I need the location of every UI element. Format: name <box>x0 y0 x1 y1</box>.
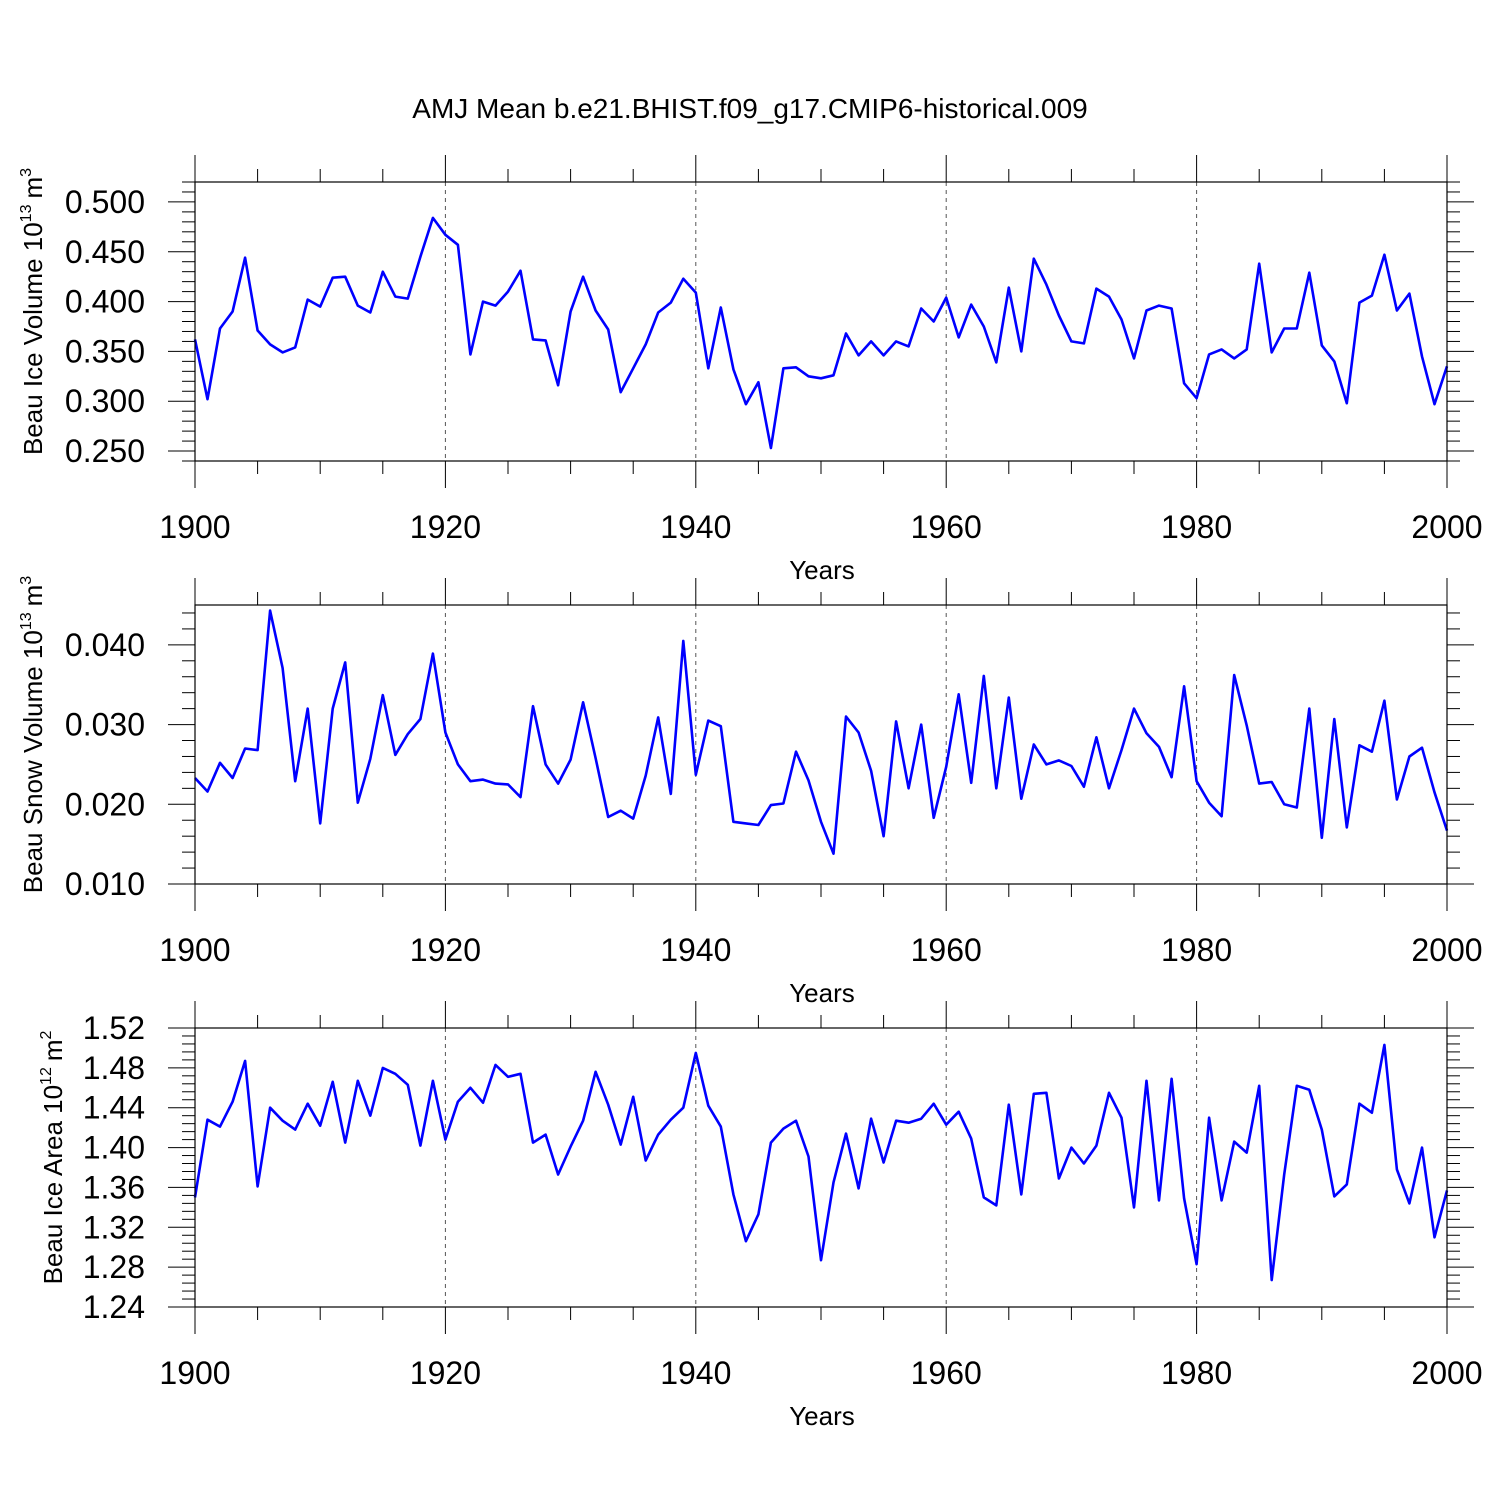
y-tick-label: 0.450 <box>65 234 145 270</box>
y-tick-label: 1.44 <box>83 1090 145 1126</box>
x-tick-label: 1980 <box>1161 509 1232 545</box>
y-axis-label-text: Beau Ice Area 10 <box>38 1085 68 1284</box>
y-tick-label: 1.28 <box>83 1249 145 1285</box>
series-line-snow-volume <box>194 609 1449 856</box>
x-tick-label: 1960 <box>911 932 982 968</box>
x-tick-label: 1920 <box>410 932 481 968</box>
x-tick-label: 2000 <box>1411 932 1482 968</box>
x-tick-label: 1920 <box>410 509 481 545</box>
y-axis-label-text: Beau Ice Volume 10 <box>18 222 48 455</box>
series-line-ice-area <box>193 1043 1449 1282</box>
x-axis-label: Years <box>789 1401 855 1431</box>
y-axis-label-unit: m <box>38 1039 68 1061</box>
x-tick-label: 1920 <box>410 1355 481 1391</box>
y-tick-label: 1.52 <box>83 1010 145 1046</box>
y-tick-label: 1.48 <box>83 1050 145 1086</box>
x-tick-label: 1960 <box>911 1355 982 1391</box>
y-tick-label: 0.350 <box>65 333 145 369</box>
y-axis-label-unit: m <box>18 585 48 607</box>
y-tick-label: 1.24 <box>83 1289 145 1325</box>
x-tick-label: 1940 <box>660 932 731 968</box>
y-axis-label-unit-exponent: 3 <box>18 168 35 177</box>
x-tick-label: 1940 <box>660 509 731 545</box>
plot-frame <box>194 181 1448 462</box>
panels: 0.250 0.300 0.350 0.400 0.450 0.500 1900 1920 19… <box>18 155 1483 1431</box>
x-tick-label: 1980 <box>1161 932 1232 968</box>
y-tick-label: 0.020 <box>65 786 145 822</box>
x-tick-label: 2000 <box>1411 1355 1482 1391</box>
panel-ice-volume: 0.250 0.300 0.350 0.400 0.450 0.500 1900 1920 19… <box>18 155 1483 585</box>
x-tick-label: 1980 <box>1161 1355 1232 1391</box>
y-tick-label: 0.400 <box>65 284 145 320</box>
x-tick-label: 1900 <box>159 932 230 968</box>
series-line-ice-volume <box>193 216 1449 450</box>
y-tick-label: 0.250 <box>65 433 145 469</box>
y-axis-label-unit-exponent: 2 <box>38 1030 55 1039</box>
plot-frame <box>194 1027 1448 1308</box>
y-tick-label: 0.030 <box>65 707 145 743</box>
x-axis-label: Years <box>789 978 855 1008</box>
chart-title: AMJ Mean b.e21.BHIST.f09_g17.CMIP6-histo… <box>412 93 1087 124</box>
y-tick-label: 0.300 <box>65 383 145 419</box>
x-tick-label: 1900 <box>159 1355 230 1391</box>
y-axis-label-exponent: 12 <box>38 1067 55 1085</box>
x-tick-label: 1960 <box>911 509 982 545</box>
y-axis-label: Beau Snow Volume 1013 m3 <box>18 576 48 894</box>
y-axis-label-exponent: 13 <box>18 612 35 630</box>
y-tick-label: 0.040 <box>65 627 145 663</box>
panel-ice-area: 1.24 1.28 1.32 1.361.40 1.44 1.48 1.52 1900 1920… <box>38 1001 1483 1431</box>
panel-snow-volume: 0.010 0.020 0.030 0.040 1900 1920 1940 1960 1980… <box>18 576 1483 1008</box>
y-axis-label-exponent: 13 <box>18 204 35 222</box>
y-tick-label: 0.500 <box>65 184 145 220</box>
x-axis-label: Years <box>789 555 855 585</box>
y-axis-label-unit: m <box>18 177 48 199</box>
y-axis-label-unit-exponent: 3 <box>18 576 35 585</box>
y-tick-label: 1.36 <box>83 1169 145 1205</box>
plot-frame <box>194 604 1448 885</box>
y-tick-label: 1.32 <box>83 1209 145 1245</box>
y-tick-label: 1.40 <box>83 1130 145 1166</box>
y-tick-label: 0.010 <box>65 866 145 902</box>
x-tick-label: 1940 <box>660 1355 731 1391</box>
x-tick-label: 2000 <box>1411 509 1482 545</box>
x-tick-label: 1900 <box>159 509 230 545</box>
y-axis-label: Beau Ice Area 1012 m2 <box>38 1030 68 1284</box>
y-axis-label: Beau Ice Volume 1013 m3 <box>18 168 48 455</box>
y-axis-label-text: Beau Snow Volume 10 <box>18 630 48 893</box>
